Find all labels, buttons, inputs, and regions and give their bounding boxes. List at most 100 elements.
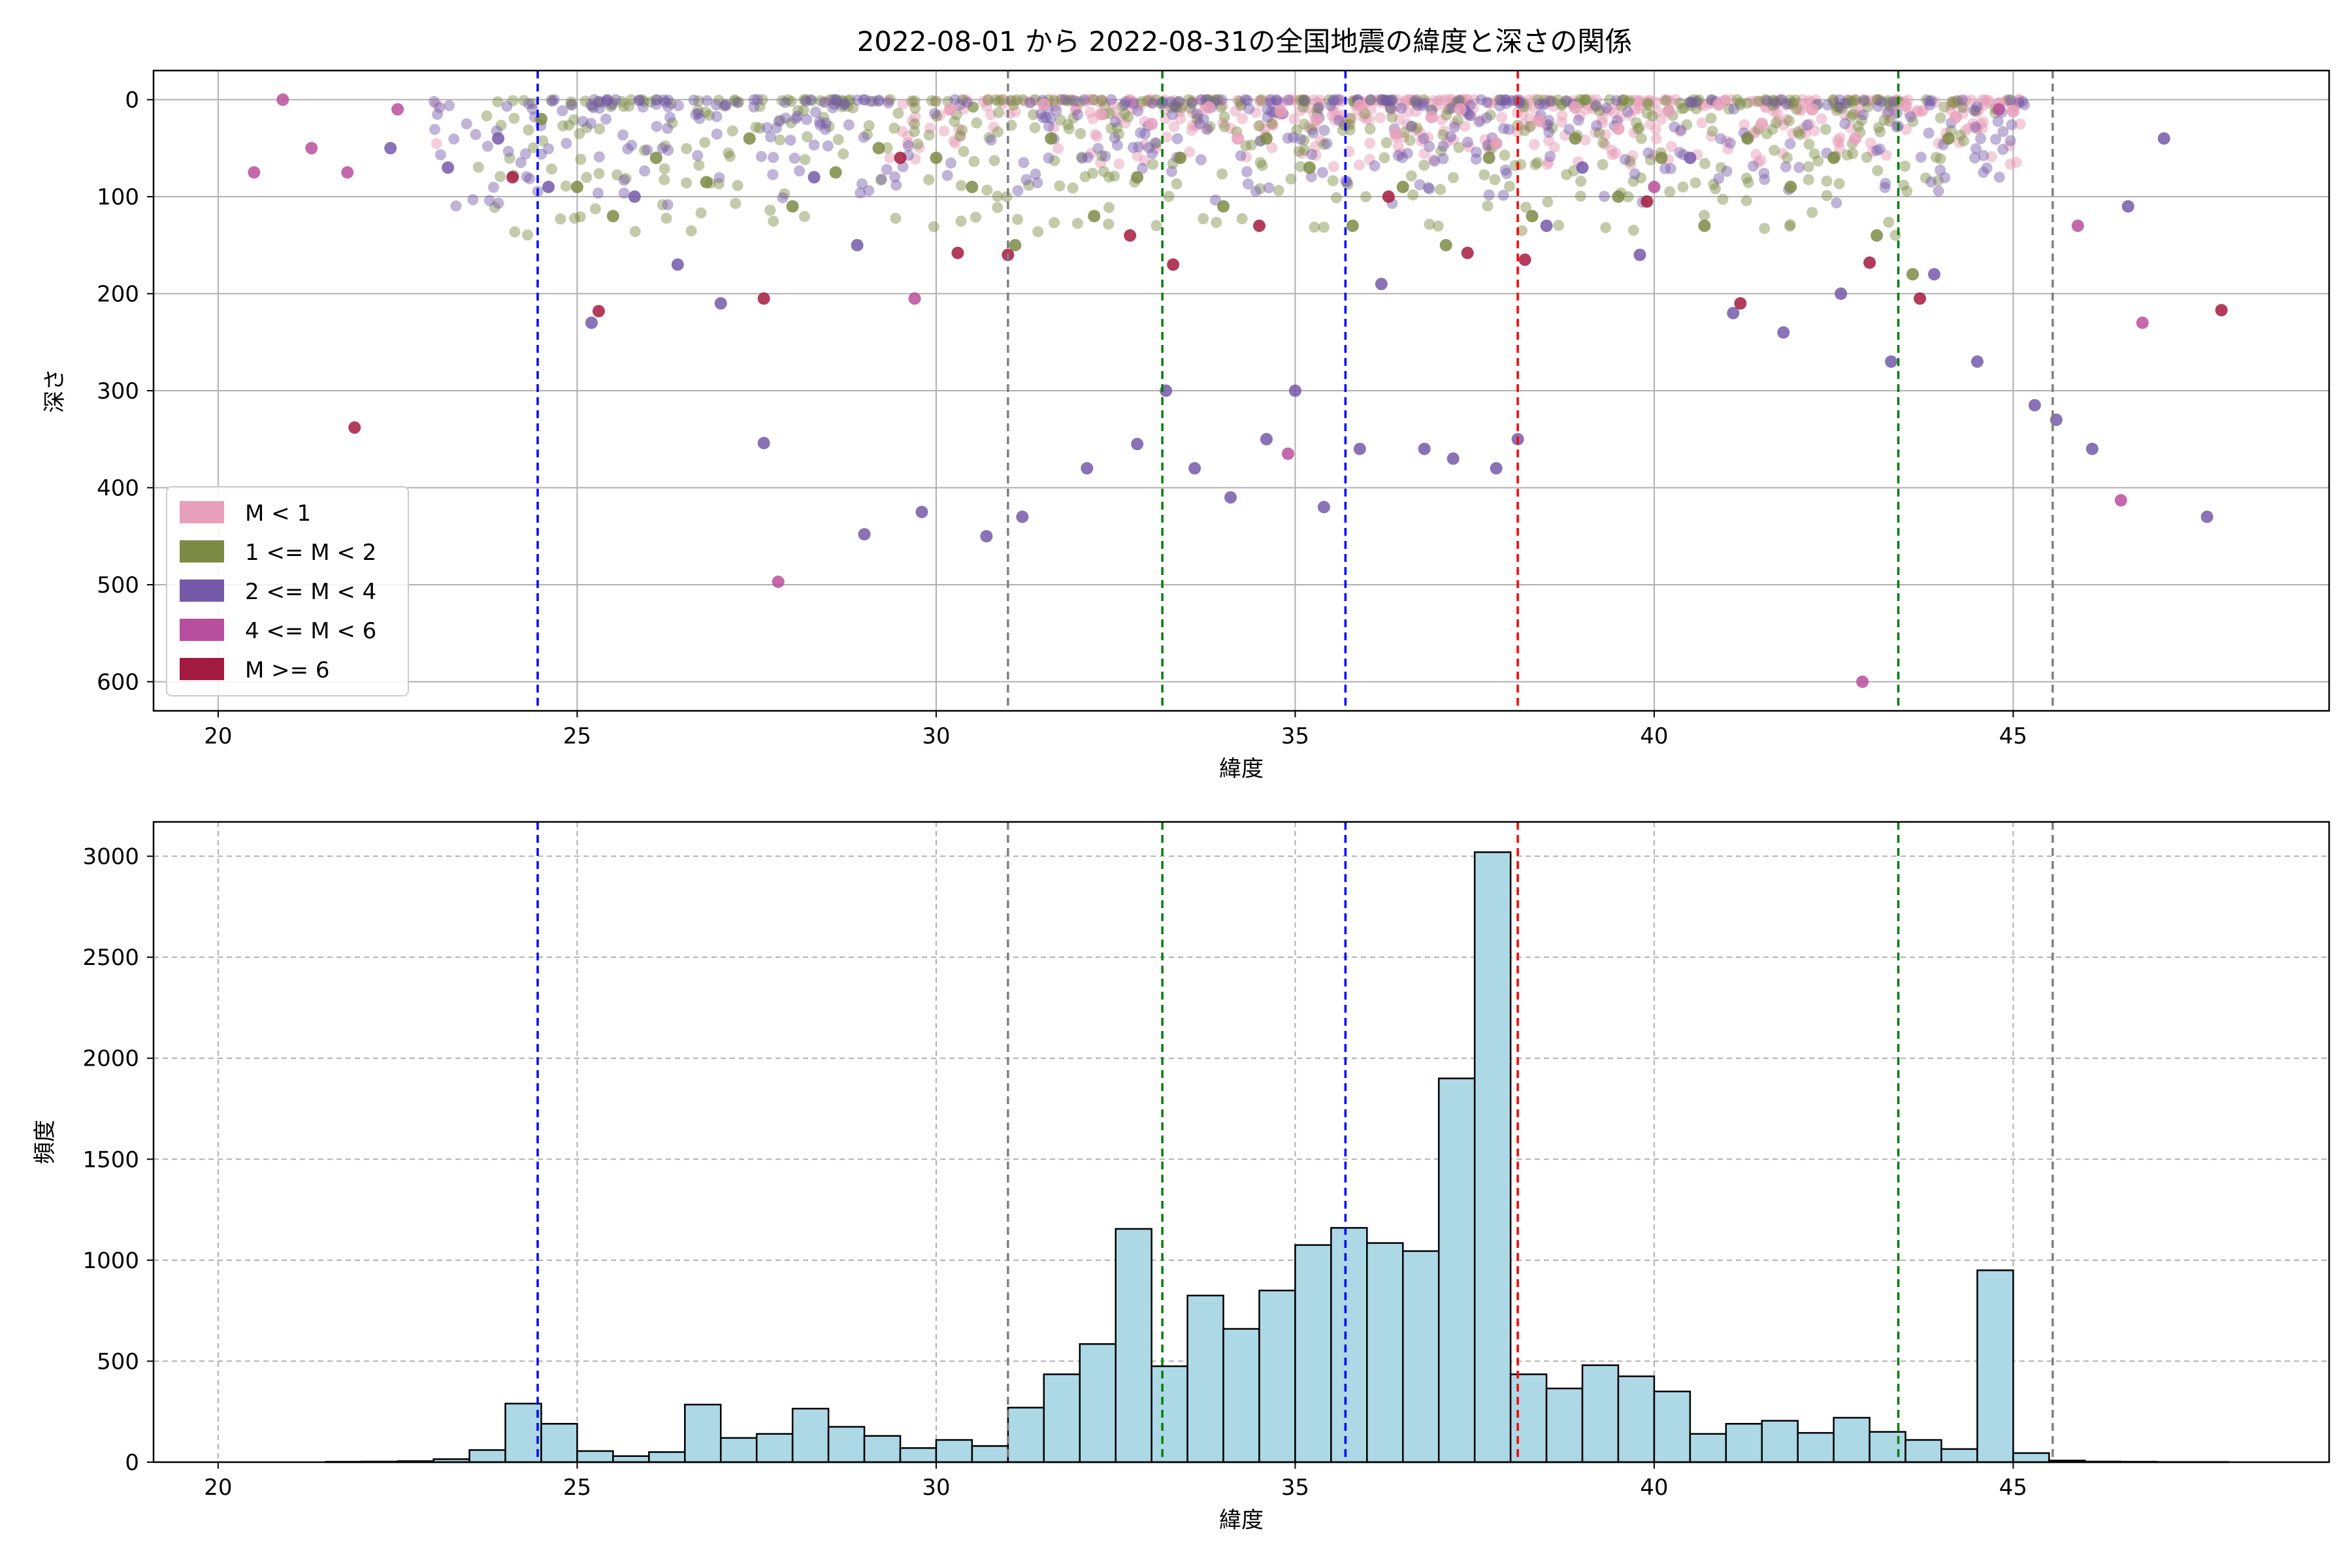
scatter-point bbox=[1432, 220, 1444, 232]
scatter-point bbox=[601, 94, 613, 106]
scatter-point bbox=[902, 140, 914, 152]
scatter-point bbox=[1503, 180, 1515, 192]
scatter-point bbox=[1821, 99, 1833, 111]
scatter-point bbox=[1816, 113, 1827, 125]
scatter-point bbox=[634, 94, 645, 106]
scatter-point bbox=[1098, 166, 1109, 178]
scatter-point bbox=[1540, 220, 1553, 233]
scatter-point bbox=[1970, 355, 1984, 368]
scatter-point bbox=[1884, 100, 1895, 112]
scatter-point bbox=[1861, 152, 1872, 163]
scatter-point bbox=[1171, 133, 1183, 144]
scatter-point bbox=[1625, 158, 1637, 170]
scatter-point bbox=[1443, 104, 1455, 116]
scatter-point bbox=[858, 528, 871, 541]
histogram-bar bbox=[1402, 1250, 1440, 1463]
scatter-point bbox=[1727, 306, 1740, 319]
scatter-point bbox=[1633, 122, 1645, 134]
scatter-point bbox=[1616, 95, 1628, 106]
scatter-point bbox=[1803, 161, 1814, 172]
scatter-point bbox=[1533, 114, 1546, 127]
scatter-point bbox=[695, 207, 707, 219]
scatter-point bbox=[948, 135, 960, 147]
histogram-chart: 20 25 30 35 40 45 0 500 1000 1500 2000 2500 3000 緯度 頻度 bbox=[32, 821, 2330, 1533]
scatter-point bbox=[1016, 510, 1029, 523]
scatter-point bbox=[1410, 106, 1422, 118]
scatter-point bbox=[1169, 101, 1181, 112]
scatter-point bbox=[1710, 183, 1722, 195]
scatter-point bbox=[523, 172, 535, 184]
scatter-point bbox=[776, 95, 788, 106]
scatter-point bbox=[1437, 140, 1449, 152]
scatter-point bbox=[874, 94, 885, 106]
scatter-point bbox=[1163, 191, 1175, 203]
scatter-point bbox=[557, 120, 569, 132]
scatter-point bbox=[1173, 95, 1185, 107]
scatter-point bbox=[523, 98, 534, 110]
scatter-point bbox=[1741, 97, 1753, 109]
hist-x-tick-label: 30 bbox=[922, 1475, 950, 1501]
scatter-point bbox=[1872, 101, 1884, 112]
scatter-point bbox=[1418, 159, 1430, 171]
scatter-point bbox=[1544, 95, 1556, 107]
scatter-point bbox=[1678, 102, 1690, 114]
scatter-point bbox=[1560, 95, 1572, 106]
hist-y-tick-label: 1000 bbox=[82, 1248, 139, 1274]
scatter-point bbox=[1794, 129, 1806, 140]
scatter-point bbox=[1109, 116, 1121, 127]
scatter-point bbox=[713, 172, 725, 184]
scatter-point bbox=[1899, 99, 1912, 112]
scatter-point bbox=[1380, 94, 1392, 106]
scatter-point bbox=[819, 96, 830, 108]
histogram-bar bbox=[1330, 1227, 1368, 1463]
scatter-point bbox=[1321, 138, 1333, 150]
scatter-point bbox=[1186, 125, 1198, 137]
histogram-bar bbox=[1186, 1294, 1224, 1463]
scatter-point bbox=[1328, 161, 1339, 172]
scatter-point bbox=[1265, 94, 1277, 106]
histogram-bar bbox=[1725, 1423, 1763, 1463]
scatter-point bbox=[767, 169, 779, 180]
scatter-point bbox=[1071, 103, 1083, 114]
scatter-point bbox=[992, 191, 1004, 203]
scatter-point bbox=[1494, 100, 1506, 112]
scatter-point bbox=[606, 99, 618, 110]
scatter-point bbox=[1849, 132, 1862, 145]
scatter-point bbox=[1505, 95, 1517, 106]
scatter-point bbox=[1256, 159, 1268, 171]
scatter-point bbox=[790, 113, 802, 125]
scatter-point bbox=[1590, 126, 1601, 138]
scatter-point bbox=[1166, 102, 1177, 114]
scatter-point bbox=[1849, 106, 1861, 118]
scatter-point bbox=[1489, 174, 1501, 186]
scatter-point bbox=[2014, 118, 2026, 130]
scatter-point bbox=[1186, 97, 1198, 109]
scatter-point bbox=[1907, 116, 1919, 127]
scatter-point bbox=[1644, 154, 1656, 166]
scatter-point bbox=[1642, 97, 1654, 109]
scatter-point bbox=[1017, 94, 1029, 106]
scatter-point bbox=[1948, 97, 1959, 109]
scatter-point bbox=[774, 134, 786, 146]
scatter-point bbox=[1446, 452, 1460, 465]
scatter-point bbox=[1078, 94, 1090, 106]
scatter-point bbox=[1642, 147, 1654, 159]
scatter-point bbox=[2114, 494, 2127, 507]
scatter-point bbox=[657, 94, 669, 106]
scatter-point bbox=[1096, 150, 1107, 161]
scatter-point bbox=[1932, 174, 1944, 186]
scatter-point bbox=[1616, 101, 1627, 112]
scatter-point bbox=[1235, 150, 1247, 161]
scatter-point bbox=[1542, 196, 1554, 208]
scatter-point bbox=[851, 94, 863, 106]
scatter-point bbox=[1174, 152, 1187, 165]
scatter-point bbox=[1593, 127, 1605, 139]
hist-frame bbox=[152, 821, 2330, 1463]
scatter-point bbox=[1578, 94, 1590, 106]
scatter-point bbox=[1145, 97, 1157, 108]
scatter-point bbox=[1924, 99, 1936, 111]
scatter-point bbox=[1891, 107, 1903, 119]
scatter-point bbox=[1690, 177, 1701, 189]
scatter-point bbox=[956, 94, 968, 106]
scatter-point bbox=[620, 172, 632, 184]
